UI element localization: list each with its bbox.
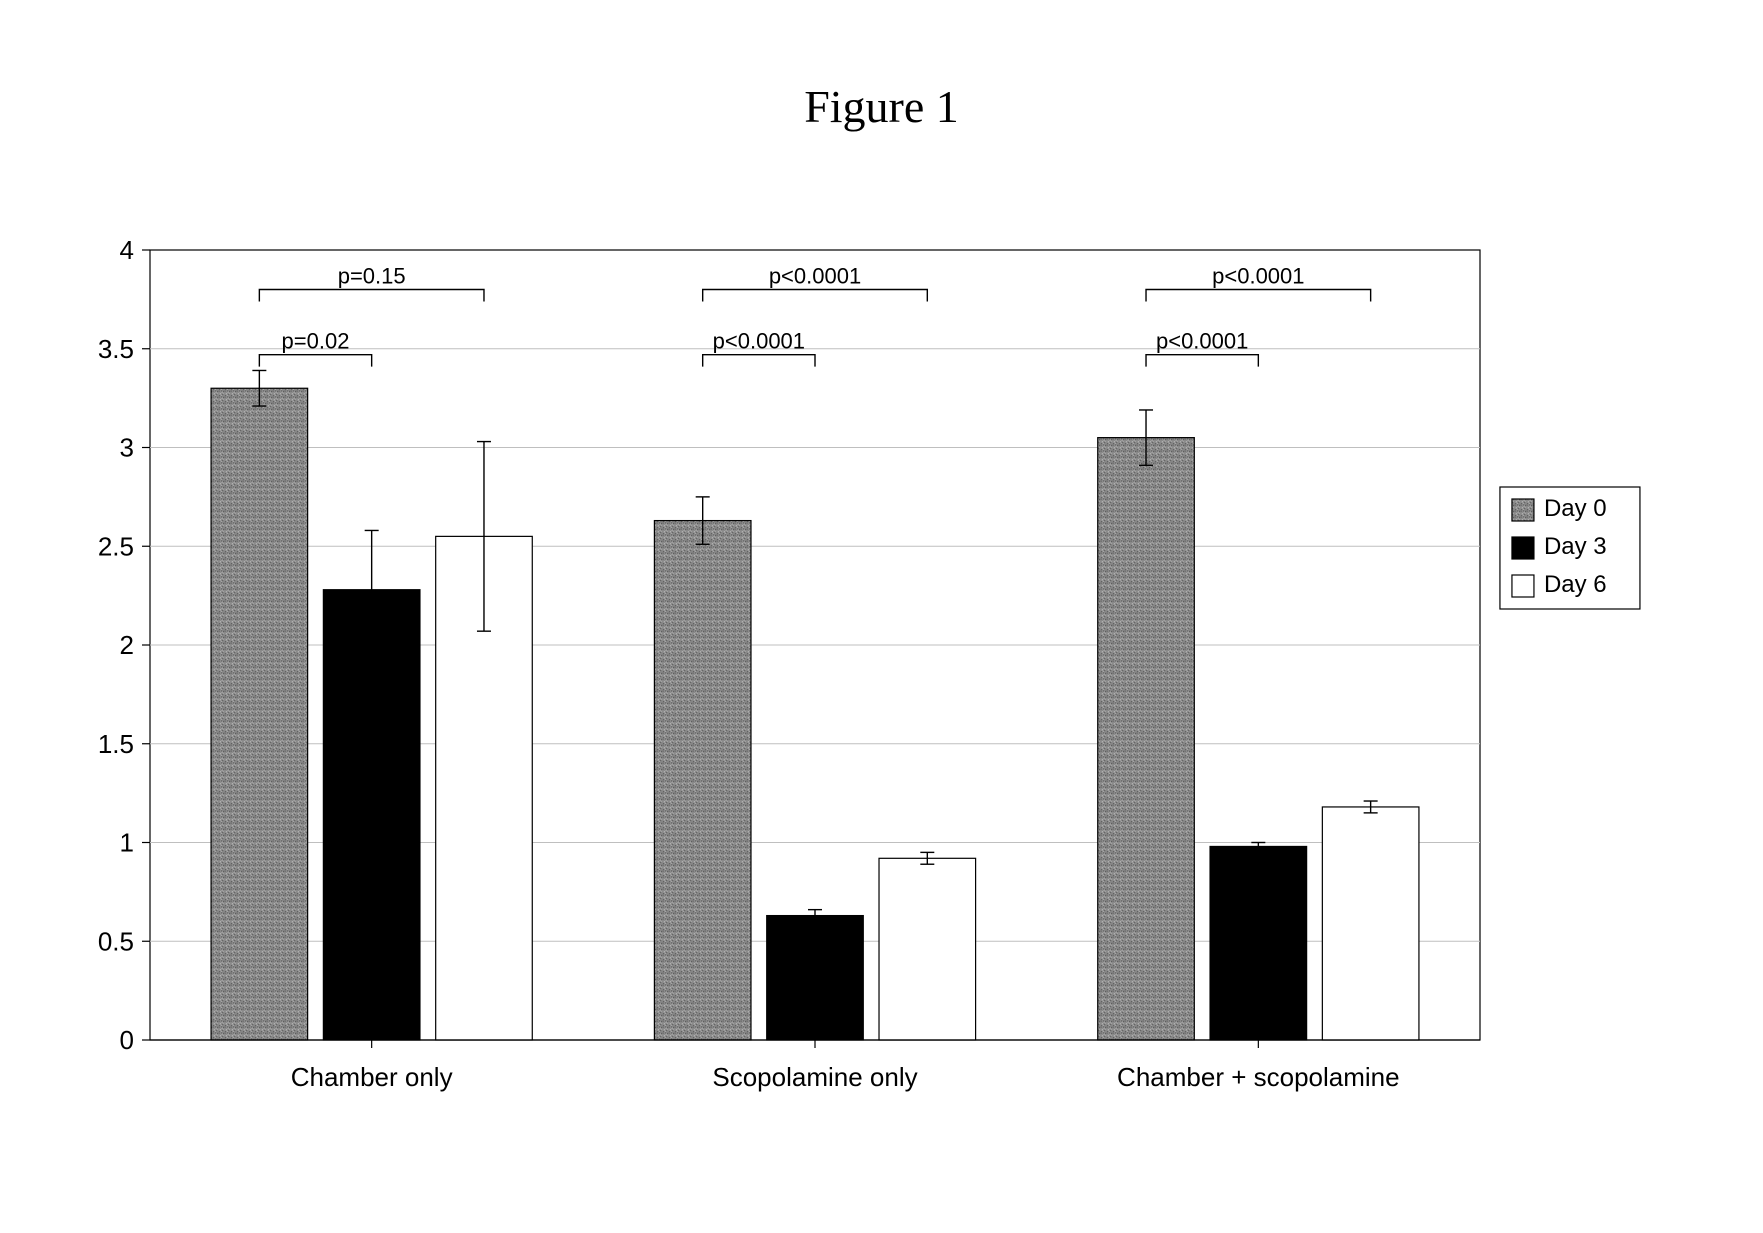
legend-swatch <box>1512 537 1534 559</box>
legend-swatch <box>1512 499 1534 521</box>
legend-label: Day 0 <box>1544 495 1607 522</box>
category-label: Scopolamine only <box>712 1062 917 1092</box>
legend-swatch <box>1512 575 1534 597</box>
category-label: Chamber + scopolamine <box>1117 1062 1400 1092</box>
svg-text:1.5: 1.5 <box>98 729 134 759</box>
bar <box>1210 846 1307 1040</box>
svg-text:1: 1 <box>120 828 134 858</box>
bar <box>323 590 420 1040</box>
svg-text:2: 2 <box>120 630 134 660</box>
svg-text:3.5: 3.5 <box>98 334 134 364</box>
figure-title: Figure 1 <box>0 80 1763 133</box>
sig-label: p<0.0001 <box>713 329 805 354</box>
bar <box>654 521 751 1040</box>
svg-text:2.5: 2.5 <box>98 531 134 561</box>
bar-chart: 0 0.5 1 1.5 2 2.5 3 3.5 4 Chamber only Scopolamine… <box>80 240 1680 1160</box>
svg-text:3: 3 <box>120 433 134 463</box>
sig-label: p=0.02 <box>282 329 350 354</box>
svg-text:0.5: 0.5 <box>98 926 134 956</box>
legend-label: Day 6 <box>1544 571 1607 598</box>
bar <box>767 916 864 1040</box>
bar <box>1098 438 1195 1040</box>
bar <box>1322 807 1419 1040</box>
category-label: Chamber only <box>291 1062 453 1092</box>
svg-text:0: 0 <box>120 1025 134 1055</box>
svg-text:4: 4 <box>120 240 134 265</box>
sig-label: p=0.15 <box>338 264 406 289</box>
bar <box>879 858 976 1040</box>
sig-label: p<0.0001 <box>769 264 861 289</box>
sig-label: p<0.0001 <box>1212 264 1304 289</box>
legend-label: Day 3 <box>1544 533 1607 560</box>
bar <box>211 388 308 1040</box>
sig-label: p<0.0001 <box>1156 329 1248 354</box>
